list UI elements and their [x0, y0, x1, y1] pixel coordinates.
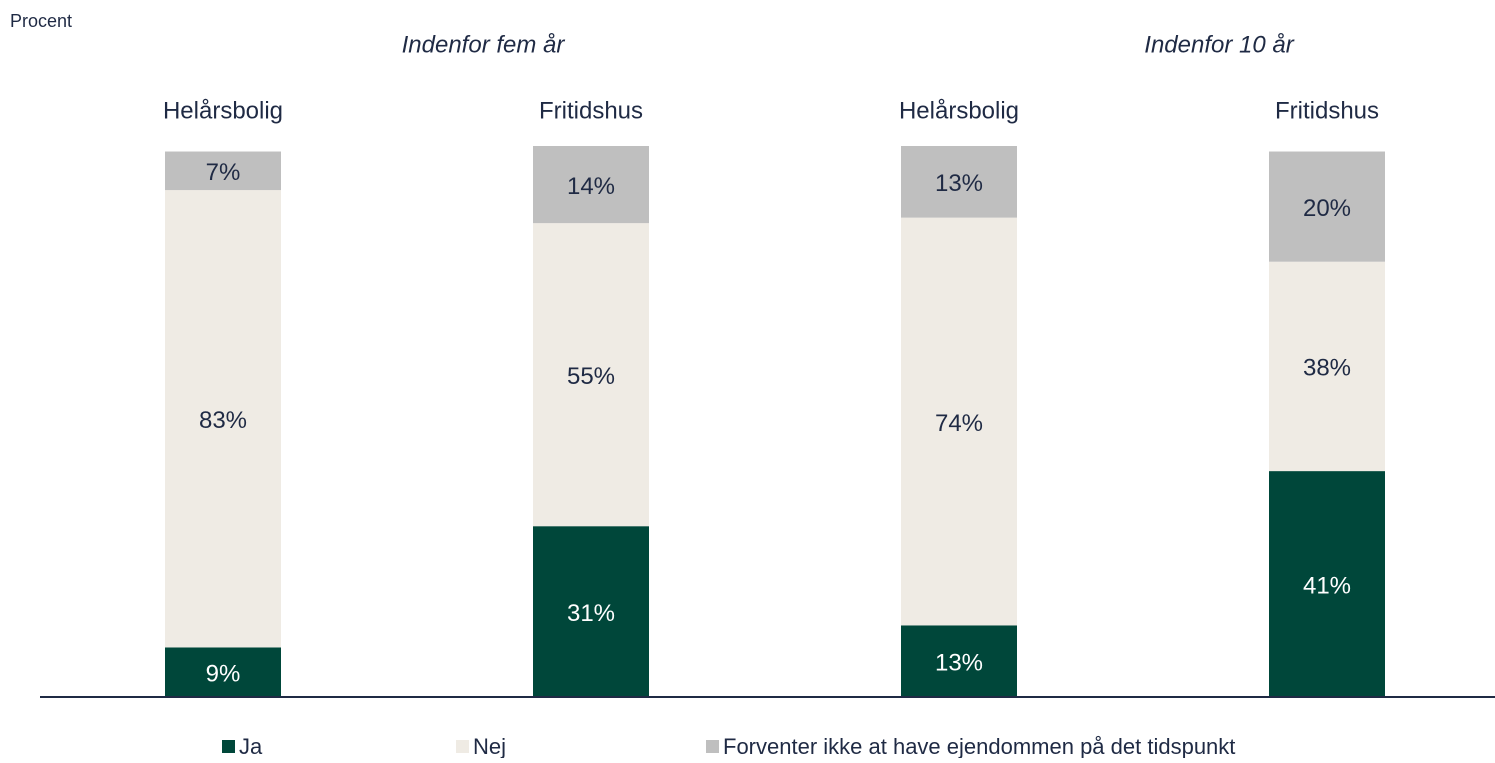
legend-label: Forventer ikke at have ejendommen på det… [723, 734, 1235, 758]
bar-segment [901, 146, 1017, 218]
bar-segment [533, 146, 649, 224]
data-label: 13% [935, 650, 983, 677]
data-label: 20% [1303, 195, 1351, 222]
bar-segment [1269, 471, 1385, 697]
legend-swatch [706, 740, 719, 753]
data-label: 7% [206, 159, 241, 186]
bar-segment [165, 190, 281, 648]
bar-segment [1269, 151, 1385, 262]
data-label: 38% [1303, 355, 1351, 382]
bar-segment [165, 151, 281, 191]
data-label: 9% [206, 661, 241, 688]
x-tick-label: Helårsbolig [163, 97, 283, 124]
data-label: 55% [567, 363, 615, 390]
legend-label: Ja [239, 734, 263, 758]
data-label: 83% [199, 407, 247, 434]
bar-segment [533, 526, 649, 697]
bar-segment [901, 217, 1017, 626]
x-tick-label: Fritidshus [1275, 97, 1379, 124]
data-label: 74% [935, 410, 983, 437]
bar-segment [901, 625, 1017, 697]
data-label: 13% [935, 170, 983, 197]
bar-segment [533, 223, 649, 527]
group-title: Indenfor fem år [402, 31, 566, 58]
group-title: Indenfor 10 år [1144, 31, 1294, 58]
x-tick-label: Helårsbolig [899, 97, 1019, 124]
legend-swatch [456, 740, 469, 753]
bar-segment [1269, 261, 1385, 472]
data-label: 31% [567, 600, 615, 627]
y-axis-label: Procent [10, 11, 72, 31]
x-tick-label: Fritidshus [539, 97, 643, 124]
data-label: 41% [1303, 572, 1351, 599]
data-label: 14% [567, 173, 615, 200]
bar-segment [165, 647, 281, 697]
legend-swatch [222, 740, 235, 753]
legend-label: Nej [473, 734, 506, 758]
